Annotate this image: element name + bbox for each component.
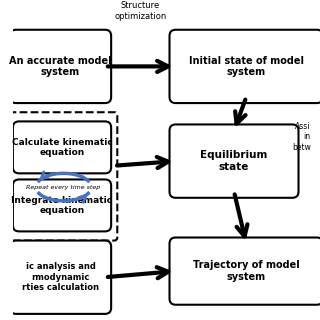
Text: Calculate kinematic
equation: Calculate kinematic equation (12, 138, 112, 157)
FancyBboxPatch shape (10, 241, 111, 314)
Text: ic analysis and
rmodynamic
rties calculation: ic analysis and rmodynamic rties calcula… (22, 262, 99, 292)
FancyBboxPatch shape (13, 180, 111, 231)
FancyBboxPatch shape (170, 124, 299, 198)
FancyBboxPatch shape (10, 30, 111, 103)
Text: Repeat every time step: Repeat every time step (27, 185, 101, 189)
Text: Integrate kinematic
equation: Integrate kinematic equation (12, 196, 113, 215)
Text: Equilibrium
state: Equilibrium state (200, 150, 268, 172)
FancyBboxPatch shape (170, 30, 320, 103)
Text: Initial state of model
system: Initial state of model system (189, 56, 304, 77)
FancyBboxPatch shape (170, 237, 320, 305)
Text: An accurate model
system: An accurate model system (9, 56, 112, 77)
Text: Trajectory of model
system: Trajectory of model system (193, 260, 300, 282)
Text: Structure
optimization: Structure optimization (114, 1, 166, 20)
FancyBboxPatch shape (13, 121, 111, 173)
Text: Assi
in
betw: Assi in betw (292, 122, 311, 152)
